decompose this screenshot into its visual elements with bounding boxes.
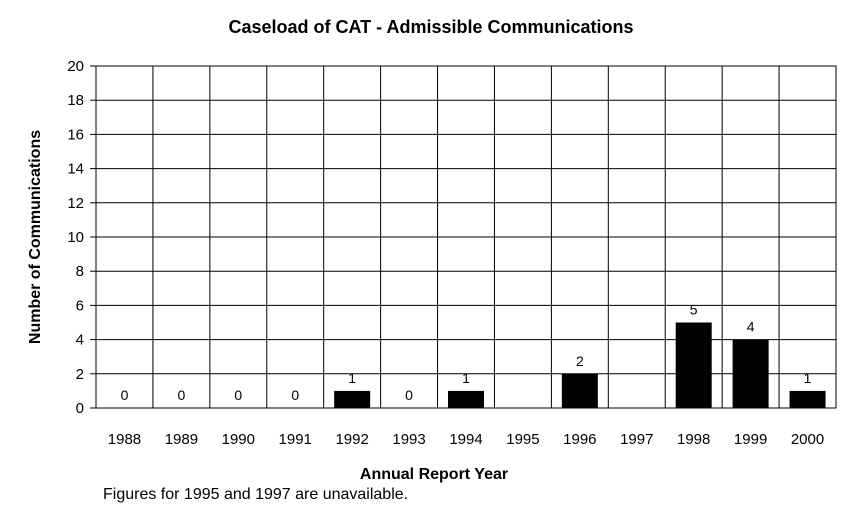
bar-1999 bbox=[732, 339, 769, 408]
y-tick-label: 12 bbox=[67, 195, 84, 212]
footnote: Figures for 1995 and 1997 are unavailabl… bbox=[103, 486, 409, 503]
x-tick-label: 1997 bbox=[620, 431, 653, 448]
x-tick-label: 1991 bbox=[279, 431, 312, 448]
data-label: 5 bbox=[690, 302, 698, 318]
y-tick-label: 10 bbox=[67, 229, 84, 246]
x-tick-label: 1992 bbox=[335, 431, 368, 448]
data-label: 0 bbox=[121, 387, 129, 403]
data-label: 0 bbox=[291, 387, 299, 403]
data-label: 2 bbox=[576, 353, 584, 369]
x-tick-label: 1989 bbox=[165, 431, 198, 448]
data-label: 1 bbox=[348, 370, 356, 386]
y-tick-label: 18 bbox=[67, 92, 84, 109]
bar-1992 bbox=[334, 390, 371, 408]
y-tick-label: 2 bbox=[76, 366, 84, 383]
bar-1994 bbox=[448, 390, 484, 408]
y-tick-labels: 0 2 4 6 8 10 12 14 16 18 20 bbox=[67, 58, 84, 417]
gridlines bbox=[95, 65, 837, 409]
data-label: 0 bbox=[234, 387, 242, 403]
chart-title: Caseload of CAT - Admissible Communicati… bbox=[228, 17, 633, 37]
x-tick-label: 1996 bbox=[563, 431, 596, 448]
bar-1998 bbox=[675, 322, 712, 408]
y-tick-label: 0 bbox=[76, 400, 84, 417]
plot-frame bbox=[90, 65, 837, 409]
y-tick-label: 4 bbox=[76, 332, 84, 349]
y-axis-label: Number of Communications bbox=[27, 130, 44, 344]
data-label: 1 bbox=[804, 370, 812, 386]
x-tick-label: 1994 bbox=[449, 431, 482, 448]
y-tick-label: 8 bbox=[76, 263, 84, 280]
x-axis-label: Annual Report Year bbox=[360, 466, 508, 483]
bars bbox=[334, 322, 826, 408]
data-label: 0 bbox=[177, 387, 185, 403]
plot-area-border bbox=[95, 65, 837, 409]
data-label: 0 bbox=[405, 387, 413, 403]
data-label: 1 bbox=[462, 370, 470, 386]
y-tick-label: 14 bbox=[67, 161, 84, 178]
x-tick-label: 1999 bbox=[734, 431, 767, 448]
data-labels: 0 0 0 0 1 0 1 2 5 4 1 bbox=[121, 302, 812, 404]
x-tick-labels: 1988 1989 1990 1991 1992 1993 1994 1995 1996 1997… bbox=[108, 431, 824, 448]
x-tick-label: 1990 bbox=[222, 431, 255, 448]
x-tick-label: 1998 bbox=[677, 431, 710, 448]
x-tick-label: 1993 bbox=[392, 431, 425, 448]
bar-1996 bbox=[561, 373, 598, 408]
bar-2000 bbox=[789, 390, 826, 408]
data-label: 4 bbox=[747, 319, 755, 335]
x-tick-label: 1988 bbox=[108, 431, 141, 448]
x-tick-label: 1995 bbox=[506, 431, 539, 448]
x-tick-label: 2000 bbox=[791, 431, 824, 448]
y-tick-label: 6 bbox=[76, 297, 84, 314]
y-tick-label: 16 bbox=[67, 126, 84, 143]
y-tick-label: 20 bbox=[67, 58, 84, 75]
